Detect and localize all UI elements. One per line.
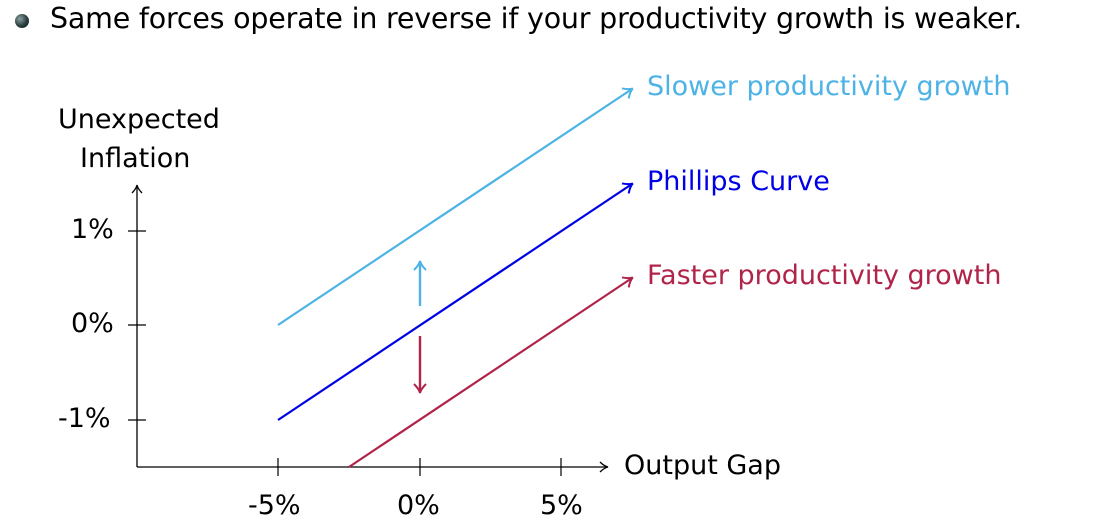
slower-productivity-line	[277, 87, 634, 326]
y-tick-label: 1%	[71, 214, 114, 245]
y-axis-label-line2: Inflation	[80, 143, 191, 174]
y-axis-label-line1: Unexpected	[58, 104, 220, 135]
bullet-icon	[15, 14, 29, 28]
bullet-text: Same forces operate in reverse if your p…	[50, 2, 1023, 35]
slower-productivity-label: Slower productivity growth	[647, 71, 1011, 102]
y-tick-label: 0%	[71, 308, 114, 339]
faster-productivity-label: Faster productivity growth	[647, 260, 1002, 291]
x-tick-label: 5%	[540, 490, 583, 521]
phillips-curve-label: Phillips Curve	[647, 166, 830, 197]
bullet-item: Same forces operate in reverse if your p…	[0, 0, 1116, 50]
faster-productivity-line	[348, 276, 634, 468]
phillips-curve-line	[277, 182, 634, 421]
y-tick-label: -1%	[58, 403, 111, 434]
x-axis-label: Output Gap	[624, 450, 781, 481]
x-tick-label: -5%	[248, 490, 301, 521]
x-tick-label: 0%	[397, 490, 440, 521]
